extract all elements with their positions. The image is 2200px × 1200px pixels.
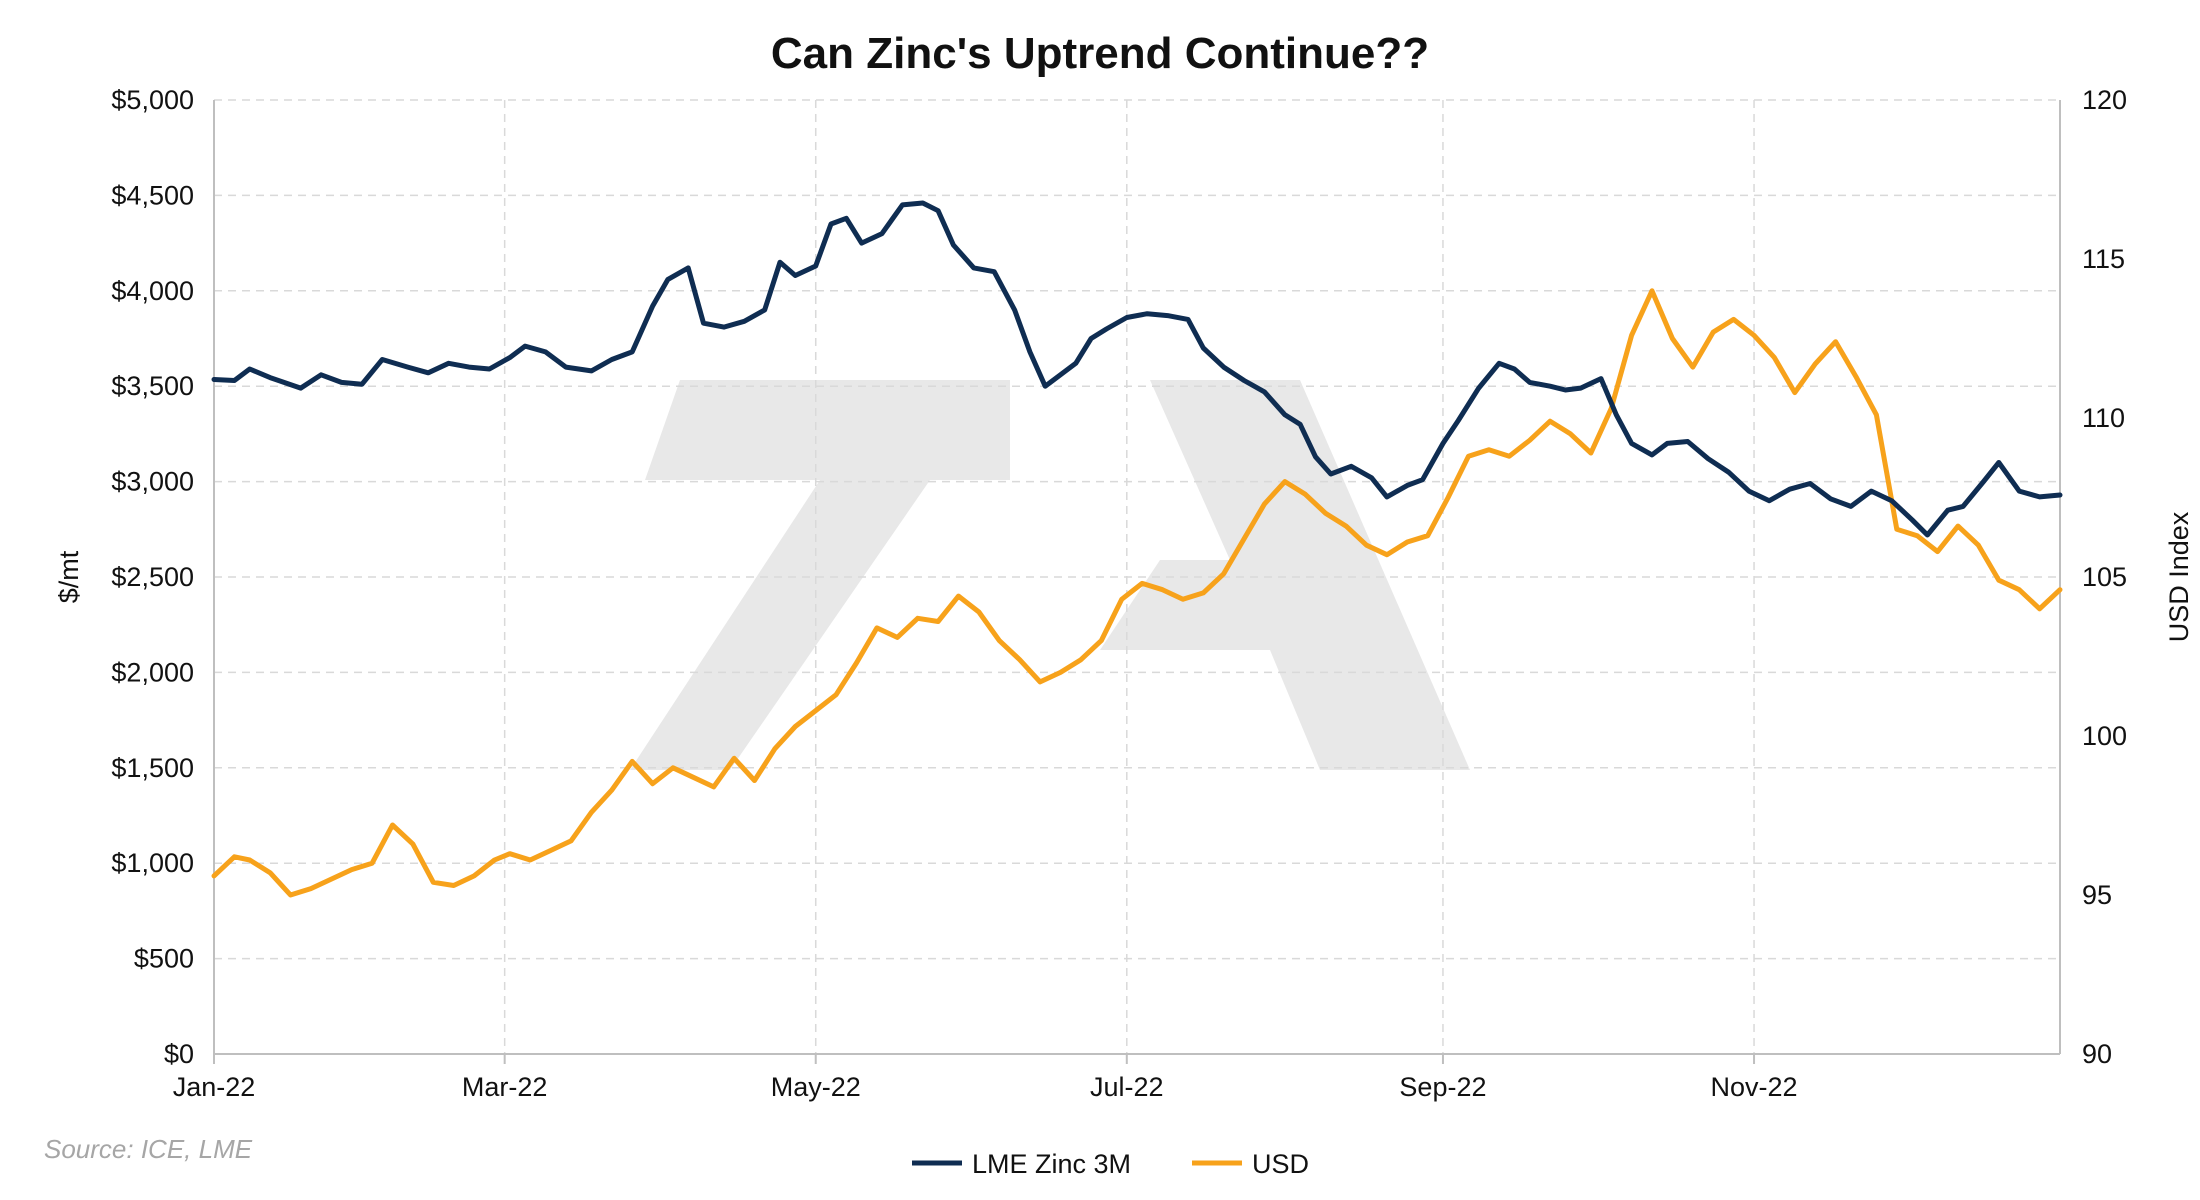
chart-title: Can Zinc's Uptrend Continue?? (771, 29, 1429, 78)
left-tick-label: $500 (134, 944, 194, 974)
right-tick-label: 90 (2082, 1039, 2112, 1069)
right-tick-label: 115 (2082, 244, 2125, 274)
left-tick-label: $3,500 (111, 371, 194, 401)
series-line-usd (211, 288, 2063, 898)
x-tick-label: Mar-22 (462, 1072, 548, 1102)
horizontal-gridlines (214, 99, 2060, 960)
legend: LME Zinc 3M USD (912, 1149, 1309, 1179)
legend-label-zinc: LME Zinc 3M (972, 1149, 1131, 1179)
left-tick-label: $1,500 (111, 753, 194, 783)
left-tick-label: $1,000 (111, 848, 194, 878)
left-tick-label: $2,000 (111, 657, 194, 687)
right-tick-label: 105 (2082, 562, 2127, 592)
right-axis-tick-labels: 90 95 100 105 110 115 120 (2082, 85, 2127, 1069)
watermark-logo (630, 380, 1470, 770)
source-note: Source: ICE, LME (44, 1134, 253, 1164)
series-layer (211, 200, 2063, 898)
left-tick-label: $4,000 (111, 276, 194, 306)
x-axis-tick-labels: Jan-22 Mar-22 May-22 Jul-22 Sep-22 Nov-22 (173, 1054, 1798, 1102)
x-tick-label: Jul-22 (1090, 1072, 1164, 1102)
left-tick-label: $4,500 (111, 180, 194, 210)
left-axis-tick-labels: $0 $500 $1,000 $1,500 $2,000 $2,500 $3,000 $3,5… (111, 85, 194, 1069)
legend-label-usd: USD (1252, 1149, 1309, 1179)
right-tick-label: 95 (2082, 880, 2112, 910)
x-tick-label: Sep-22 (1399, 1072, 1486, 1102)
series-line-zinc (211, 200, 2063, 538)
left-tick-label: $0 (164, 1039, 194, 1069)
left-axis-title: $/mt (54, 550, 84, 603)
x-tick-label: Jan-22 (173, 1072, 256, 1102)
x-tick-label: May-22 (771, 1072, 861, 1102)
right-axis-title: USD Index (2164, 511, 2194, 642)
left-tick-label: $5,000 (111, 85, 194, 115)
right-tick-label: 100 (2082, 721, 2127, 751)
left-tick-label: $2,500 (111, 562, 194, 592)
right-tick-label: 110 (2082, 403, 2125, 433)
x-tick-label: Nov-22 (1711, 1072, 1798, 1102)
left-tick-label: $3,000 (111, 467, 194, 497)
right-tick-label: 120 (2082, 85, 2127, 115)
